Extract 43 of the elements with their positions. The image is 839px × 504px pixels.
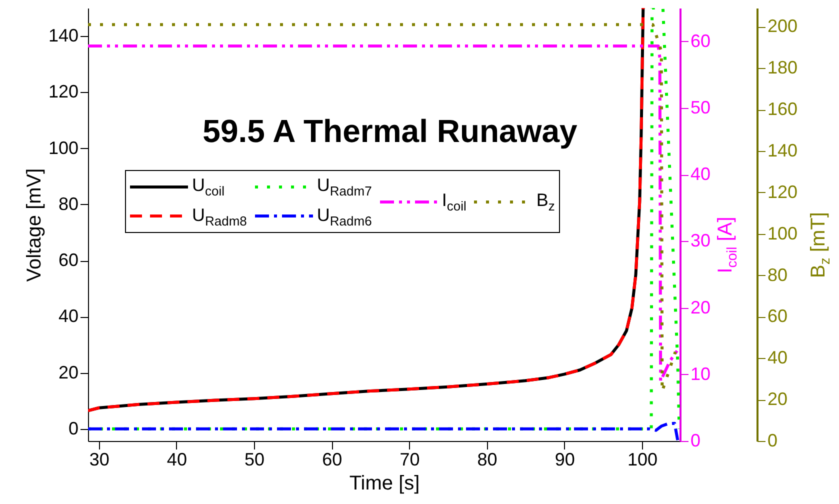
x-tick-label: 80 <box>477 450 498 470</box>
y3-tick-label: 160 <box>768 99 798 120</box>
y-tick-label: 120 <box>48 82 78 102</box>
y-tick-label: 0 <box>68 418 78 438</box>
y3-tick-label: 200 <box>768 16 798 36</box>
y-tick-label: 140 <box>48 26 78 46</box>
y3-tick-label: 100 <box>768 223 798 244</box>
y3-tick-label: 140 <box>768 140 798 160</box>
legend-label: I$_{coil}$ <box>442 190 466 214</box>
y2-tick-label: 40 <box>690 164 711 184</box>
text: 59.5 A Thermal Runaway <box>202 113 578 149</box>
y3-tick-label: 0 <box>768 430 778 450</box>
x-tick-label: 60 <box>322 450 342 470</box>
legend-label: U$_{coil}$ <box>192 175 225 199</box>
x-tick-label: 100 <box>627 450 658 470</box>
y3-tick-label: 60 <box>768 306 788 326</box>
legend-label: U$_{Radm6}$ <box>316 204 372 228</box>
y-tick-label: 100 <box>48 138 78 158</box>
x-tick-label: 50 <box>244 450 265 470</box>
y-tick-label: 60 <box>58 250 78 270</box>
y-tick-label: 80 <box>58 194 78 214</box>
y3-tick-label: 180 <box>768 58 798 78</box>
y3-tick-label: 120 <box>768 182 798 202</box>
y2-tick-label: 10 <box>690 364 711 384</box>
y-tick-label: 40 <box>58 306 78 326</box>
y-axis-title: Voltage [mV] <box>23 168 46 282</box>
y2-tick-label: 0 <box>690 430 701 450</box>
y-tick-label: 20 <box>58 362 78 382</box>
x-tick-label: 70 <box>400 450 420 470</box>
y2-tick-label: 20 <box>690 297 711 318</box>
y2-tick-label: 50 <box>690 97 711 118</box>
x-tick-label: 40 <box>166 450 187 470</box>
x-axis-title: Time [s] <box>349 472 420 494</box>
y3-tick-label: 80 <box>768 264 788 285</box>
legend-label: B$_{z}$ <box>536 190 555 214</box>
legend-label: U$_{Radm7}$ <box>316 175 372 199</box>
y2-tick-label: 30 <box>690 230 711 251</box>
x-tick-label: 90 <box>554 450 575 470</box>
legend-label: U$_{Radm8}$ <box>192 204 247 228</box>
y3-tick-label: 40 <box>768 348 788 368</box>
y3-tick-label: 20 <box>768 389 788 410</box>
y2-tick-label: 60 <box>690 30 711 51</box>
x-tick-label: 30 <box>89 450 110 470</box>
